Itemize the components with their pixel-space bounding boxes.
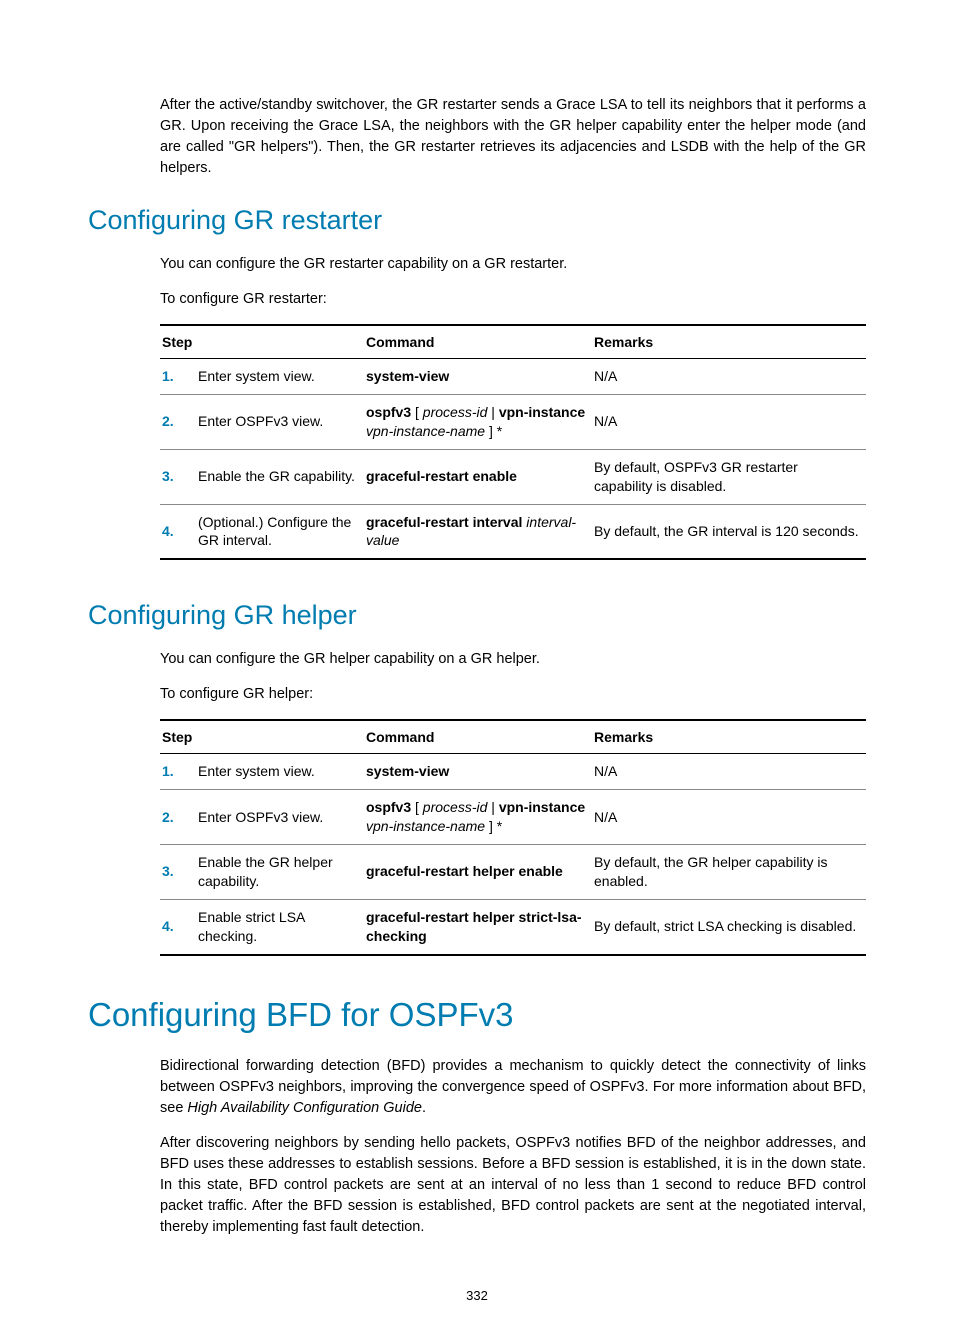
- cmd-bold: graceful-restart interval: [366, 514, 522, 530]
- th-remarks: Remarks: [592, 720, 866, 754]
- page-container: After the active/standby switchover, the…: [0, 0, 954, 1343]
- step-number: 4.: [160, 899, 196, 954]
- cmd-bold: ospfv3: [366, 404, 411, 420]
- page-number: 332: [88, 1288, 866, 1303]
- cmd-text: |: [487, 799, 498, 815]
- heading-gr-helper: Configuring GR helper: [88, 600, 866, 631]
- step-remarks: N/A: [592, 790, 866, 845]
- step-command: system-view: [364, 754, 592, 790]
- step-number: 1.: [160, 359, 196, 395]
- step-remarks: By default, the GR helper capability is …: [592, 845, 866, 900]
- p1-text-b: .: [422, 1100, 426, 1116]
- cmd-text: [: [411, 799, 423, 815]
- sec1-p1: You can configure the GR restarter capab…: [88, 254, 866, 275]
- table-gr-restarter: Step Command Remarks 1. Enter system vie…: [160, 324, 866, 560]
- cmd-bold: vpn-instance: [499, 799, 585, 815]
- cmd-bold: graceful-restart enable: [366, 468, 517, 484]
- step-number: 4.: [160, 504, 196, 559]
- cmd-text: |: [487, 404, 498, 420]
- cmd-text: ] *: [485, 818, 502, 834]
- table-gr-helper: Step Command Remarks 1. Enter system vie…: [160, 719, 866, 955]
- table-row: 3. Enable the GR capability. graceful-re…: [160, 449, 866, 504]
- cmd-bold: graceful-restart helper strict-lsa-check…: [366, 909, 582, 944]
- step-command: graceful-restart helper enable: [364, 845, 592, 900]
- th-command: Command: [364, 325, 592, 359]
- step-desc: (Optional.) Configure the GR interval.: [196, 504, 364, 559]
- cmd-bold: system-view: [366, 368, 449, 384]
- cmd-text: [: [411, 404, 423, 420]
- cmd-text: ] *: [485, 423, 502, 439]
- step-desc: Enable the GR helper capability.: [196, 845, 364, 900]
- table-row: 1. Enter system view. system-view N/A: [160, 754, 866, 790]
- cmd-italic: process-id: [423, 404, 488, 420]
- step-command: ospfv3 [ process-id | vpn-instance vpn-i…: [364, 394, 592, 449]
- sec1-p2: To configure GR restarter:: [88, 289, 866, 310]
- cmd-bold: graceful-restart helper enable: [366, 863, 563, 879]
- cmd-italic: vpn-instance-name: [366, 423, 485, 439]
- step-number: 1.: [160, 754, 196, 790]
- heading-gr-restarter: Configuring GR restarter: [88, 205, 866, 236]
- step-number: 3.: [160, 845, 196, 900]
- sec3-p1: Bidirectional forwarding detection (BFD)…: [88, 1056, 866, 1119]
- step-command: system-view: [364, 359, 592, 395]
- step-remarks: N/A: [592, 754, 866, 790]
- step-remarks: N/A: [592, 394, 866, 449]
- cmd-italic: vpn-instance-name: [366, 818, 485, 834]
- step-command: graceful-restart interval interval-value: [364, 504, 592, 559]
- step-desc: Enter system view.: [196, 359, 364, 395]
- p1-italic: High Availability Configuration Guide: [187, 1100, 422, 1116]
- table-row: 2. Enter OSPFv3 view. ospfv3 [ process-i…: [160, 790, 866, 845]
- table-row: 3. Enable the GR helper capability. grac…: [160, 845, 866, 900]
- table-row: 1. Enter system view. system-view N/A: [160, 359, 866, 395]
- step-number: 2.: [160, 394, 196, 449]
- cmd-bold: vpn-instance: [499, 404, 585, 420]
- sec2-p1: You can configure the GR helper capabili…: [88, 649, 866, 670]
- sec2-p2: To configure GR helper:: [88, 684, 866, 705]
- step-desc: Enter OSPFv3 view.: [196, 394, 364, 449]
- sec3-p2: After discovering neighbors by sending h…: [88, 1133, 866, 1238]
- step-remarks: N/A: [592, 359, 866, 395]
- step-remarks: By default, the GR interval is 120 secon…: [592, 504, 866, 559]
- table-header-row: Step Command Remarks: [160, 325, 866, 359]
- step-number: 3.: [160, 449, 196, 504]
- step-desc: Enter OSPFv3 view.: [196, 790, 364, 845]
- cmd-italic: process-id: [423, 799, 488, 815]
- step-command: graceful-restart helper strict-lsa-check…: [364, 899, 592, 954]
- step-desc: Enable the GR capability.: [196, 449, 364, 504]
- step-number: 2.: [160, 790, 196, 845]
- heading-bfd-ospfv3: Configuring BFD for OSPFv3: [88, 996, 866, 1034]
- table-header-row: Step Command Remarks: [160, 720, 866, 754]
- th-command: Command: [364, 720, 592, 754]
- th-step: Step: [160, 325, 364, 359]
- th-remarks: Remarks: [592, 325, 866, 359]
- step-command: ospfv3 [ process-id | vpn-instance vpn-i…: [364, 790, 592, 845]
- cmd-bold: system-view: [366, 763, 449, 779]
- table-row: 2. Enter OSPFv3 view. ospfv3 [ process-i…: [160, 394, 866, 449]
- th-step: Step: [160, 720, 364, 754]
- step-remarks: By default, strict LSA checking is disab…: [592, 899, 866, 954]
- table-row: 4. (Optional.) Configure the GR interval…: [160, 504, 866, 559]
- step-desc: Enter system view.: [196, 754, 364, 790]
- step-desc: Enable strict LSA checking.: [196, 899, 364, 954]
- step-command: graceful-restart enable: [364, 449, 592, 504]
- table-row: 4. Enable strict LSA checking. graceful-…: [160, 899, 866, 954]
- intro-paragraph: After the active/standby switchover, the…: [88, 95, 866, 179]
- cmd-bold: ospfv3: [366, 799, 411, 815]
- step-remarks: By default, OSPFv3 GR restarter capabili…: [592, 449, 866, 504]
